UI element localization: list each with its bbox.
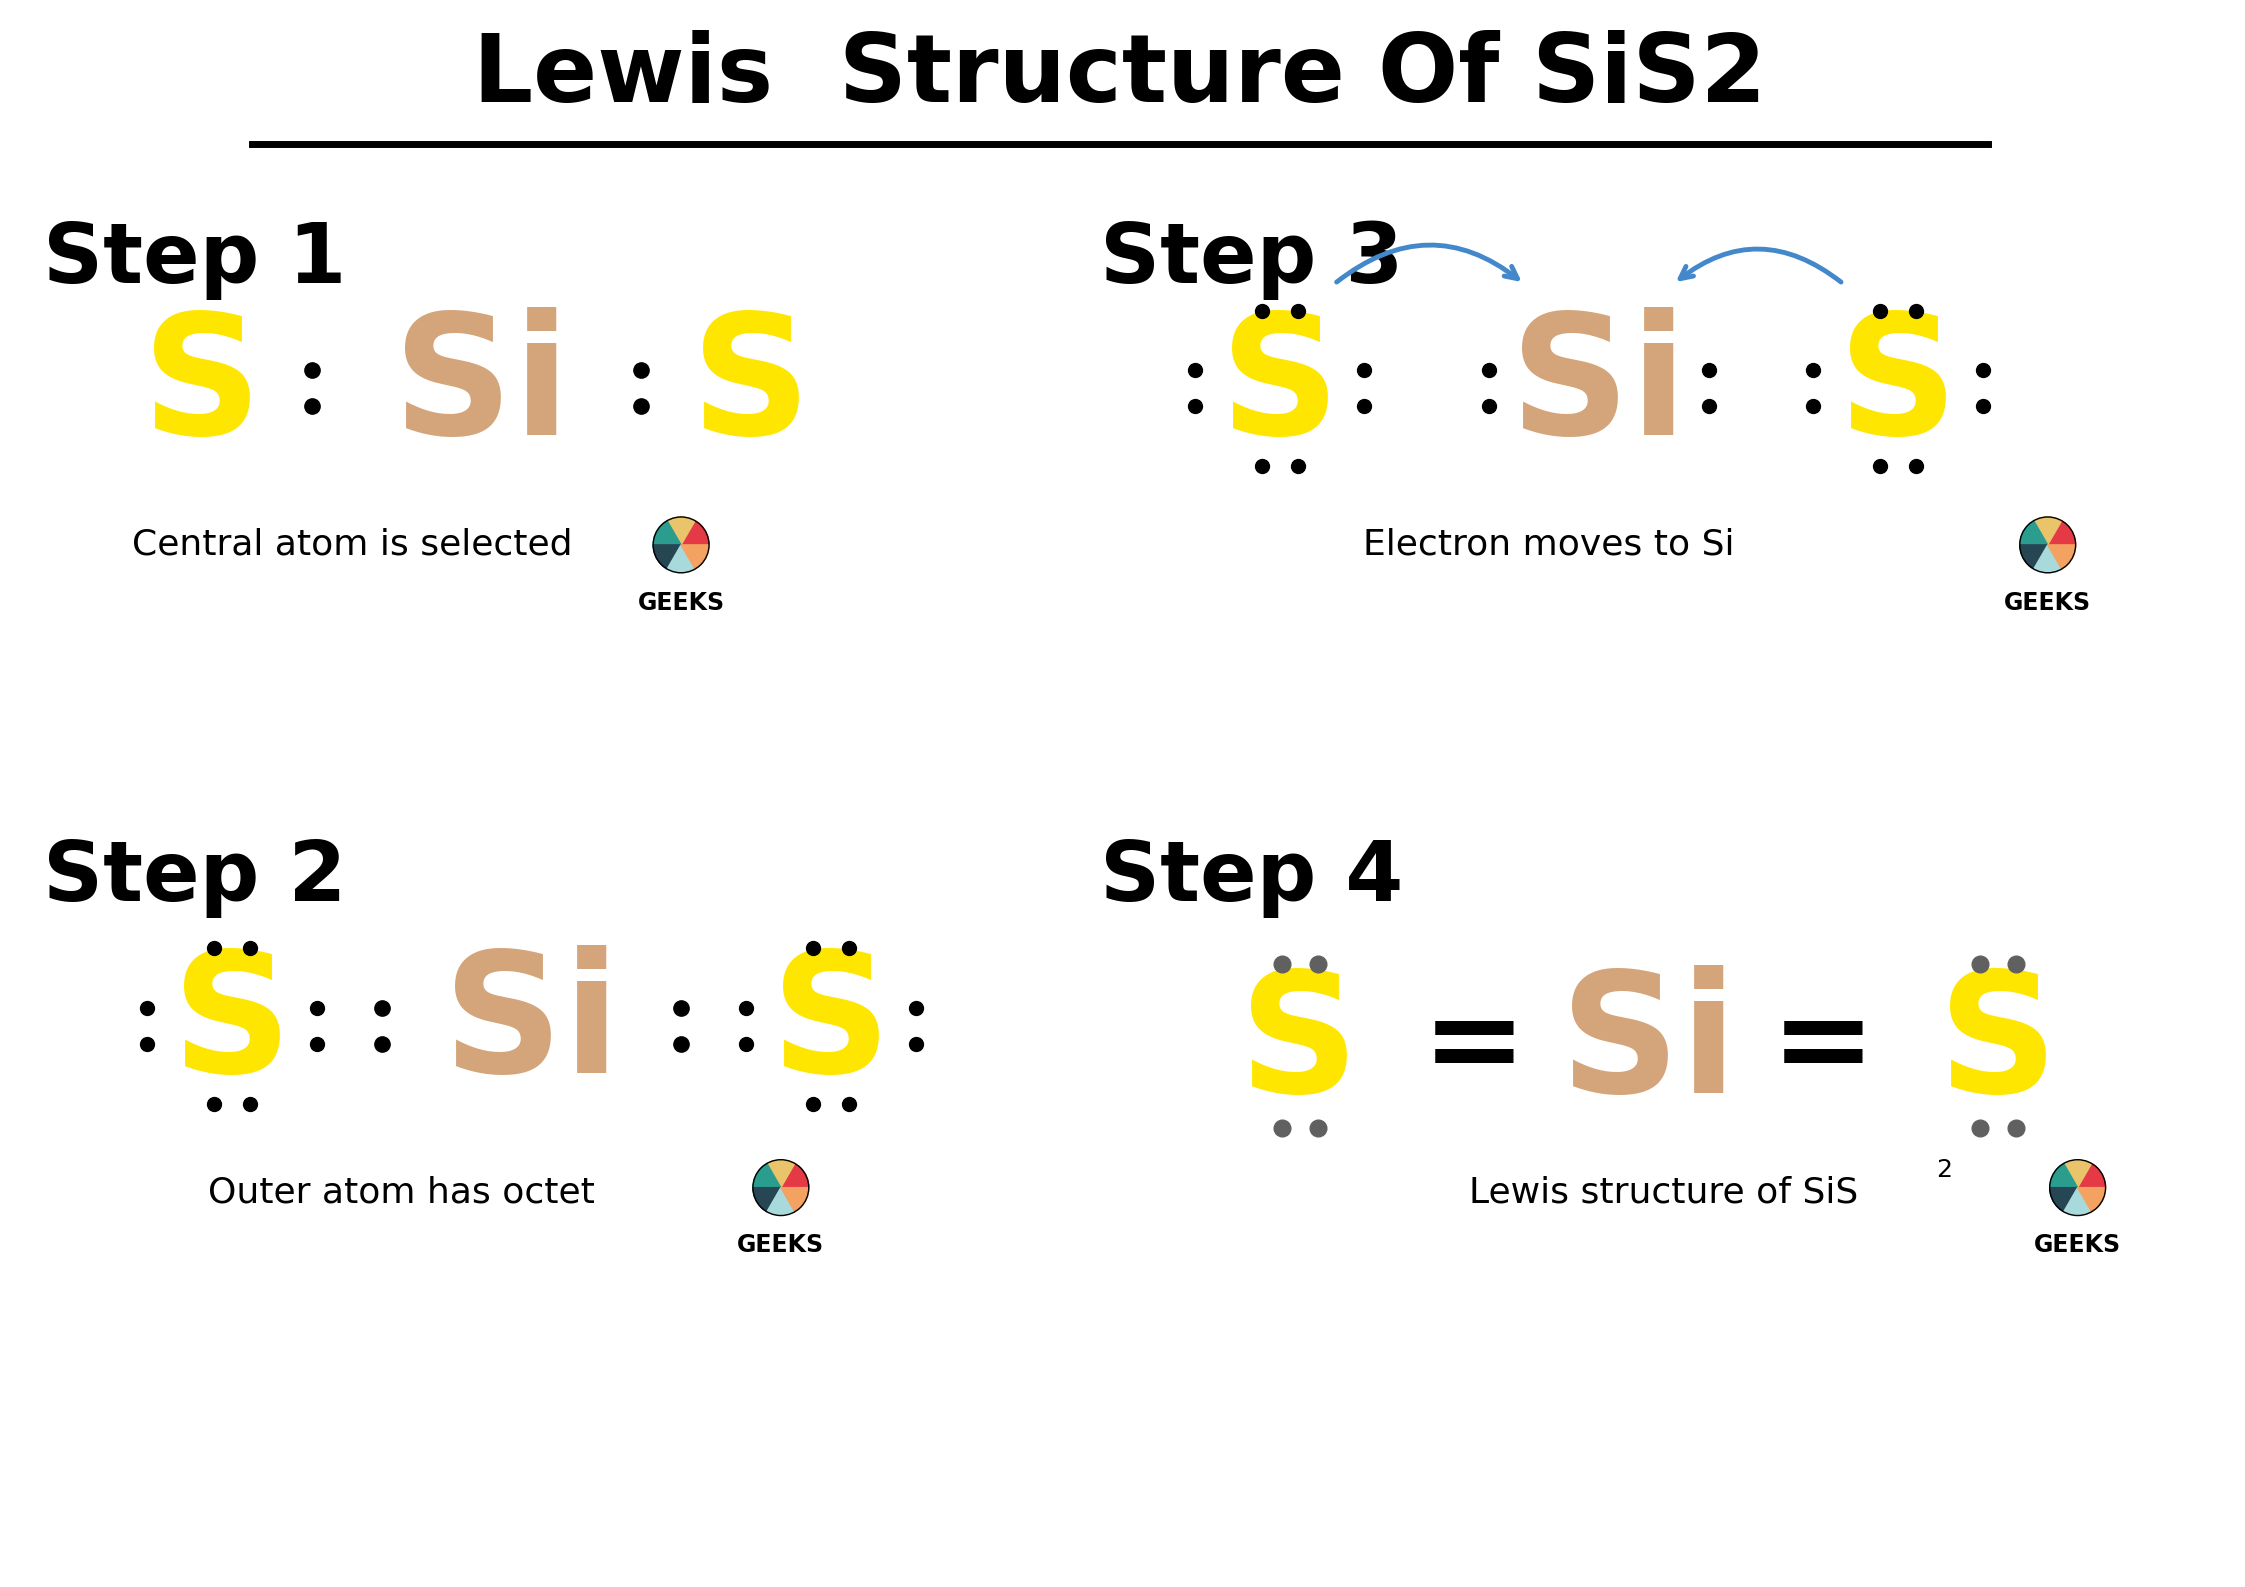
- Wedge shape: [752, 1187, 781, 1212]
- Wedge shape: [2077, 1187, 2106, 1212]
- Wedge shape: [2020, 521, 2047, 544]
- FancyArrowPatch shape: [1336, 244, 1518, 282]
- Text: =: =: [1421, 986, 1527, 1106]
- Wedge shape: [2050, 1163, 2077, 1187]
- FancyArrowPatch shape: [1679, 249, 1841, 282]
- Text: Si: Si: [1511, 306, 1688, 470]
- Wedge shape: [667, 517, 696, 544]
- Text: Electron moves to Si: Electron moves to Si: [1363, 528, 1735, 562]
- Wedge shape: [653, 544, 680, 570]
- Text: Si: Si: [1560, 965, 1738, 1128]
- Text: S: S: [1219, 306, 1340, 470]
- Wedge shape: [680, 521, 709, 544]
- Wedge shape: [2063, 1160, 2092, 1187]
- Wedge shape: [752, 1163, 781, 1187]
- Text: Si: Si: [442, 944, 620, 1108]
- Text: S: S: [141, 306, 263, 470]
- Text: Step 1: Step 1: [43, 219, 346, 300]
- Text: =: =: [1771, 986, 1875, 1106]
- Text: GEEKS: GEEKS: [736, 1233, 824, 1257]
- Text: S: S: [173, 944, 292, 1108]
- Text: Step 3: Step 3: [1100, 219, 1403, 300]
- Text: Outer atom has octet: Outer atom has octet: [209, 1176, 595, 1209]
- Wedge shape: [2063, 1187, 2092, 1216]
- Text: Central atom is selected: Central atom is selected: [132, 528, 572, 562]
- Wedge shape: [680, 544, 709, 570]
- Text: S: S: [770, 944, 891, 1108]
- Text: Step 4: Step 4: [1100, 836, 1403, 917]
- Wedge shape: [667, 544, 696, 573]
- Text: GEEKS: GEEKS: [638, 590, 725, 614]
- Text: Lewis  Structure Of SiS2: Lewis Structure Of SiS2: [474, 30, 1767, 122]
- Text: S: S: [1239, 965, 1360, 1128]
- Text: 2: 2: [1935, 1159, 1951, 1182]
- Wedge shape: [653, 521, 680, 544]
- Wedge shape: [2020, 544, 2047, 570]
- Text: GEEKS: GEEKS: [2034, 1233, 2122, 1257]
- Wedge shape: [768, 1187, 795, 1216]
- Wedge shape: [2050, 1187, 2077, 1212]
- Wedge shape: [2047, 521, 2077, 544]
- Wedge shape: [768, 1160, 795, 1187]
- Text: S: S: [1839, 306, 1958, 470]
- Text: Step 2: Step 2: [43, 836, 346, 917]
- Wedge shape: [781, 1187, 808, 1212]
- Text: S: S: [691, 306, 810, 470]
- Text: S: S: [1937, 965, 2059, 1128]
- Text: Si: Si: [393, 306, 570, 470]
- Wedge shape: [2034, 544, 2061, 573]
- Wedge shape: [781, 1163, 808, 1187]
- Wedge shape: [2047, 544, 2077, 570]
- Text: Lewis structure of SiS: Lewis structure of SiS: [1468, 1176, 1859, 1209]
- Wedge shape: [2034, 517, 2061, 544]
- Text: GEEKS: GEEKS: [2005, 590, 2092, 614]
- Wedge shape: [2077, 1163, 2106, 1187]
